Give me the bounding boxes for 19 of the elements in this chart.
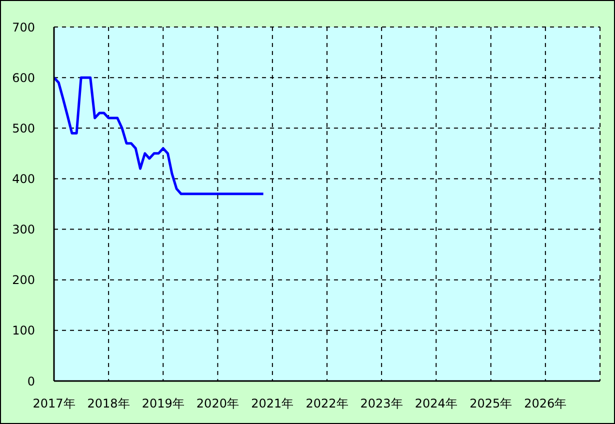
y-tick-label: 400 [12,172,35,186]
y-tick-label: 300 [12,222,35,237]
y-tick-label: 500 [12,121,35,136]
x-tick-label: 2023年 [360,396,403,411]
x-tick-label: 2017年 [32,396,76,411]
y-tick-label: 700 [12,20,35,34]
line-series [54,76,265,196]
x-tick-label: 2019年 [142,396,184,411]
y-tick-label: 600 [12,70,35,85]
y-tick-label: 0 [27,374,35,388]
x-tick-label: 2021年 [251,396,294,411]
x-tick-label: 2022年 [306,396,348,411]
x-tick-label: 2020年 [196,396,239,411]
x-tick-label: 2024年 [414,396,458,411]
x-tick-label: 2026年 [524,396,567,411]
x-tick-label: 2025年 [470,396,512,411]
y-tick-label: 100 [12,324,35,338]
x-tick-label: 2018年 [87,396,130,411]
y-tick-label: 200 [12,273,35,288]
